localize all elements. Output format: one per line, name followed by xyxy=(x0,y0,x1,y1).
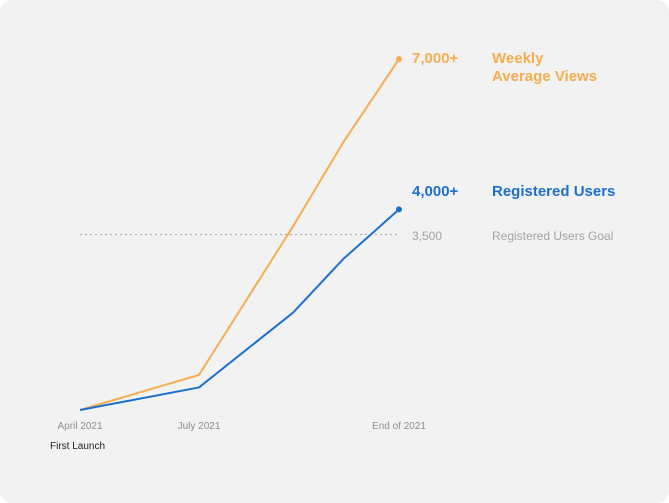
users-series-label: Registered Users xyxy=(492,183,616,200)
goal-value-label: 3,500 xyxy=(412,229,443,243)
views-series-label: Weekly Average Views xyxy=(492,50,598,85)
views-end-value: 7,000+ xyxy=(412,50,459,67)
series-end-point-0 xyxy=(396,56,402,62)
goal-label: Registered Users Goal xyxy=(492,229,614,243)
series-line-0 xyxy=(79,58,400,411)
series-end-point-1 xyxy=(396,206,402,213)
x-tick-end-of-2021: End of 2021 xyxy=(372,421,426,432)
series-layer xyxy=(79,56,402,411)
users-end-value: 4,000+ xyxy=(412,183,459,200)
series-line-1 xyxy=(79,208,400,411)
x-tick-april-2021: April 2021 xyxy=(57,421,103,432)
x-tick-july-2021: July 2021 xyxy=(177,421,221,432)
first-launch-annotation: First Launch xyxy=(50,441,106,452)
